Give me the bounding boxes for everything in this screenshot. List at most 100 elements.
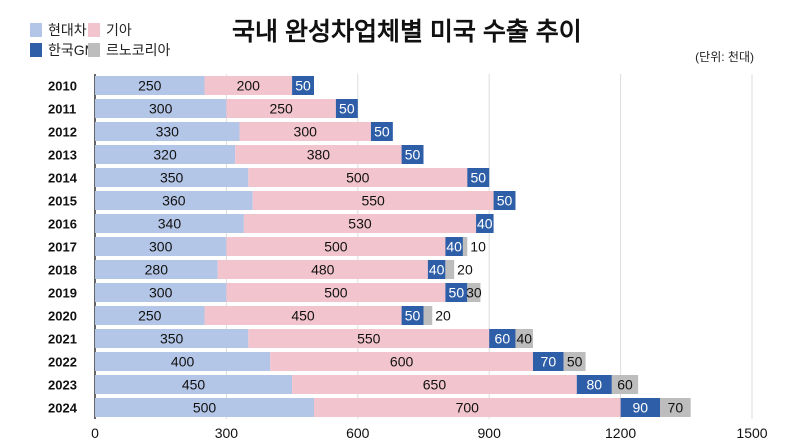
bar-segment (95, 375, 293, 394)
data-label: 40 (477, 216, 493, 232)
legend-label: 기아 (106, 22, 132, 38)
y-tick-label: 2012 (48, 125, 77, 140)
bar-segment (611, 375, 639, 394)
bar-segment (95, 398, 314, 417)
data-label: 330 (156, 124, 180, 140)
bar-segment (248, 168, 468, 187)
bar-segment (204, 306, 402, 325)
bar-segment (226, 283, 446, 302)
bar-segment (314, 398, 621, 417)
data-label: 90 (633, 400, 649, 416)
data-label: 10 (470, 239, 486, 255)
y-tick-label: 2016 (48, 217, 77, 232)
bar-segment (204, 76, 293, 95)
legend-kia: 기아 (88, 20, 132, 40)
legend-label: 르노코리아 (106, 42, 171, 58)
y-tick-label: 2013 (48, 148, 77, 163)
data-label: 650 (423, 377, 447, 393)
bar-segment (576, 375, 612, 394)
y-tick-label: 2011 (48, 102, 76, 117)
x-tick-label: 600 (346, 425, 370, 441)
bar-segment (95, 306, 205, 325)
legend-label: 한국GM (48, 42, 97, 58)
bar-segment (95, 352, 271, 371)
data-label: 60 (617, 377, 633, 393)
bar-segment (462, 237, 468, 256)
data-label: 550 (361, 193, 385, 209)
x-tick-label: 900 (478, 425, 502, 441)
bar-segment (226, 237, 446, 256)
data-label: 380 (307, 147, 331, 163)
data-label: 20 (457, 262, 473, 278)
data-label: 200 (237, 78, 261, 94)
bar-segment (467, 283, 481, 302)
data-label: 80 (587, 377, 603, 393)
bar-segment (95, 145, 236, 164)
y-tick-label: 2010 (48, 79, 77, 94)
legend-swatch (88, 23, 100, 37)
bar-segment (445, 237, 463, 256)
data-label: 250 (269, 101, 293, 117)
bar-segment (493, 191, 516, 210)
bar-segment (370, 122, 393, 141)
data-label: 30 (466, 285, 482, 301)
bar-segment (445, 283, 468, 302)
bar-segment (95, 122, 240, 141)
legend-label: 현대차 (48, 22, 87, 38)
data-label: 40 (516, 331, 532, 347)
data-label: 550 (357, 331, 381, 347)
data-label: 300 (149, 101, 173, 117)
y-tick-label: 2023 (48, 378, 77, 393)
data-label: 450 (291, 308, 315, 324)
data-label: 60 (495, 331, 511, 347)
y-tick-label: 2019 (48, 286, 77, 301)
data-label: 50 (405, 147, 421, 163)
data-label: 700 (456, 400, 480, 416)
unit-label: (단위: 천대) (695, 50, 754, 64)
data-label: 530 (348, 216, 372, 232)
bar-segment (243, 214, 477, 233)
legend-renault: 르노코리아 (88, 40, 170, 60)
bar-segment (248, 329, 490, 348)
data-label: 250 (138, 308, 162, 324)
data-label: 50 (295, 78, 311, 94)
bar-segment (427, 260, 446, 279)
x-tick-label: 1500 (736, 425, 767, 441)
y-tick-label: 2015 (48, 194, 77, 209)
data-label: 40 (446, 239, 462, 255)
bar-segment (563, 352, 586, 371)
x-tick-label: 1200 (605, 425, 636, 441)
y-tick-label: 2018 (48, 263, 77, 278)
data-label: 50 (374, 124, 390, 140)
data-label: 70 (668, 400, 684, 416)
data-label: 500 (193, 400, 217, 416)
data-label: 300 (294, 124, 318, 140)
data-label: 50 (470, 170, 486, 186)
data-label: 40 (429, 262, 445, 278)
bar-segment (95, 283, 227, 302)
data-label: 600 (390, 354, 414, 370)
bar-segment (489, 329, 516, 348)
data-label: 450 (182, 377, 206, 393)
legend-swatch (88, 43, 100, 57)
bar-segment (515, 329, 533, 348)
data-label: 50 (339, 101, 355, 117)
bar-segment (95, 214, 244, 233)
y-tick-label: 2017 (48, 240, 77, 255)
legend-hyundai: 현대차 (30, 20, 87, 40)
bar-segment (239, 122, 371, 141)
bar-segment (423, 306, 433, 325)
data-label: 320 (153, 147, 177, 163)
data-label: 250 (138, 78, 162, 94)
legend-swatch (30, 43, 42, 57)
bar-segment (235, 145, 402, 164)
data-label: 50 (497, 193, 513, 209)
bar-segment (335, 99, 358, 118)
data-label: 340 (158, 216, 182, 232)
bar-segment (401, 306, 424, 325)
y-tick-label: 2024 (48, 401, 78, 416)
data-label: 50 (567, 354, 583, 370)
data-label: 350 (160, 170, 184, 186)
y-tick-label: 2022 (48, 355, 77, 370)
